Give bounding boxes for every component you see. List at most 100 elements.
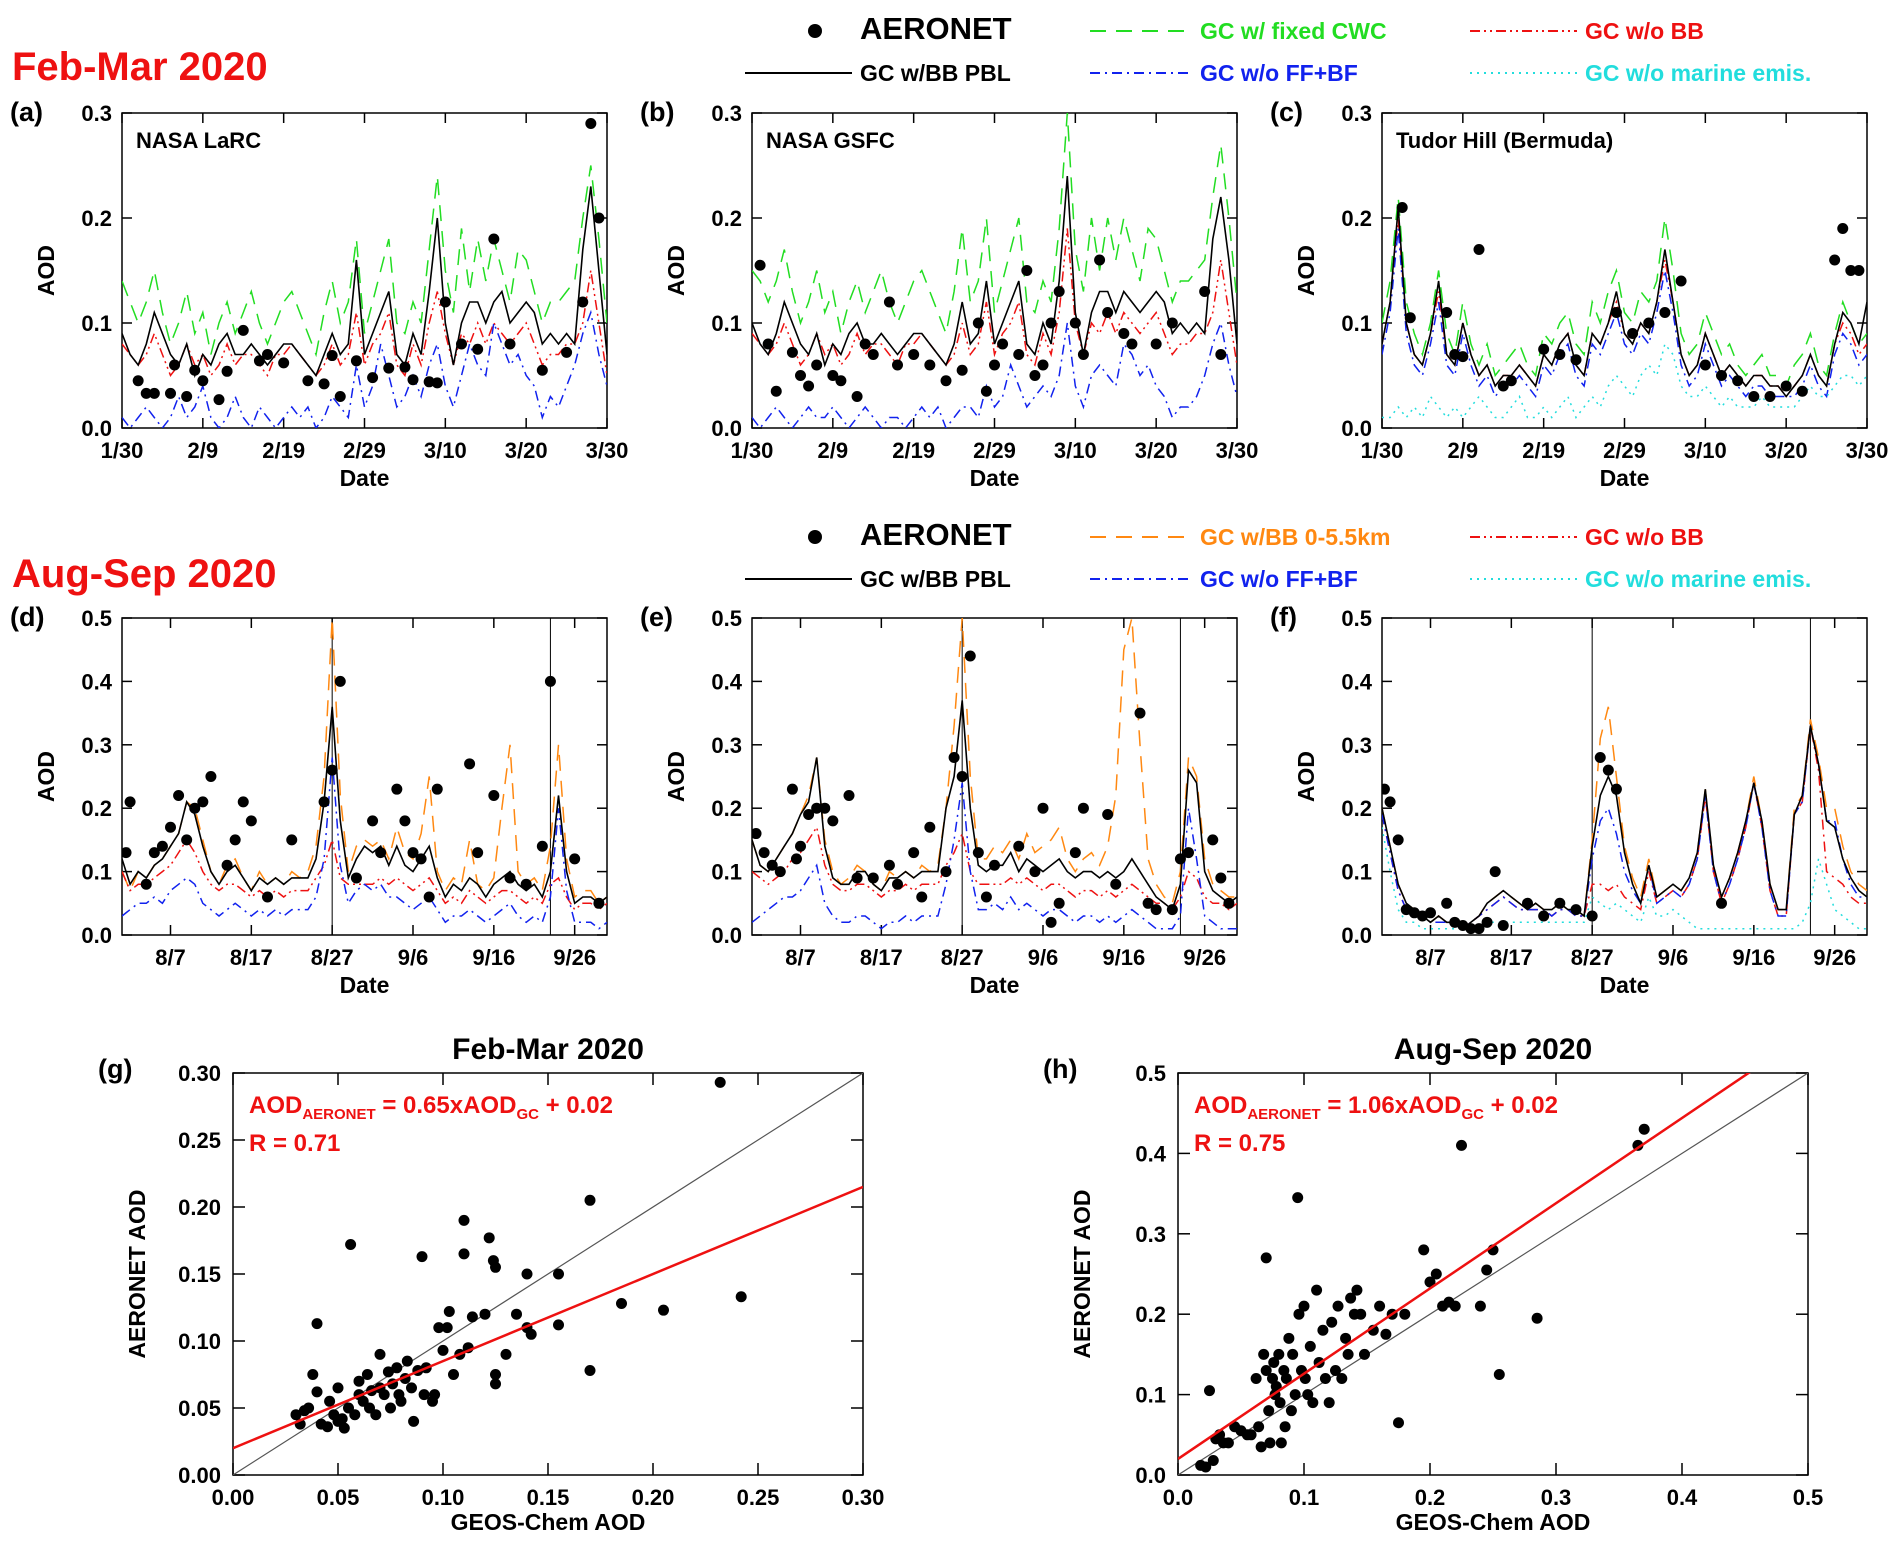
y-axis-label: AOD <box>1293 245 1319 296</box>
aeronet-point <box>407 847 419 859</box>
legend-item-aeronet: AERONET <box>808 11 1012 46</box>
aeronet-point <box>867 872 879 884</box>
scatter-point <box>1264 1437 1276 1449</box>
x-tick-label: 8/17 <box>1490 945 1533 970</box>
x-tick-label: 2/9 <box>188 438 219 463</box>
scatter-point <box>1268 1356 1280 1368</box>
x-tick-label: 0.20 <box>632 1485 675 1510</box>
scatter-point <box>1307 1397 1319 1409</box>
aeronet-point <box>786 346 798 358</box>
legend-bottom: AERONET GC w/BB 0-5.5km GC w/o BB GC w/BB P… <box>745 517 1811 592</box>
scatter-point <box>322 1421 333 1433</box>
y-tick-label: 0.3 <box>711 733 742 758</box>
series-line-gc-w-bb-pbl <box>1382 725 1867 930</box>
aeronet-point <box>334 391 346 402</box>
aeronet-point <box>1053 897 1065 909</box>
aeronet-point <box>956 364 968 376</box>
fit-text-part: + 0.02 <box>539 1092 613 1119</box>
aeronet-point <box>752 828 762 840</box>
panel-g: 0.00 0.05 0.10 0.15 0.20 0.25 0.30 0.00 0.05 0.10… <box>98 1033 884 1535</box>
panel-b: 0.0 0.1 0.2 0.3 1/30 2/9 2/19 2/29 3/10 3/20 3/30 D… <box>640 97 1258 491</box>
aeronet-point <box>488 790 500 802</box>
x-tick-label: 0.2 <box>1415 1485 1446 1510</box>
scatter-point <box>490 1369 501 1380</box>
aeronet-point <box>375 847 387 859</box>
aeronet-point <box>1110 878 1122 890</box>
aeronet-point <box>1029 370 1041 381</box>
x-tick-label: 8/27 <box>1571 945 1614 970</box>
aeronet-point <box>278 357 290 369</box>
aeronet-point <box>1013 840 1025 852</box>
x-tick-label: 9/16 <box>1732 945 1775 970</box>
plot-frame <box>751 112 1238 429</box>
scatter-point <box>1245 1429 1257 1441</box>
aeronet-point <box>1392 834 1404 846</box>
series-line-gc-w-o-marine-emis <box>1382 827 1867 930</box>
scatter-point <box>338 1422 350 1434</box>
scatter-point <box>349 1409 361 1421</box>
scatter-marks <box>233 1073 863 1475</box>
panel-tag: (h) <box>1043 1054 1077 1084</box>
fit-subscript: AERONET <box>1247 1106 1320 1123</box>
scatter-point <box>1380 1328 1392 1340</box>
legend-item-gc-w-fixed-cwc: GC w/ fixed CWC <box>1090 18 1387 44</box>
scatter-point <box>735 1291 747 1303</box>
aeronet-point <box>843 790 855 802</box>
aeronet-point <box>774 866 786 878</box>
y-axis-label: AOD <box>663 751 689 802</box>
station-label: Tudor Hill (Bermuda) <box>1396 128 1613 153</box>
aeronet-point <box>1481 916 1493 928</box>
aeronet-point <box>148 387 160 399</box>
scatter-point <box>1399 1308 1411 1320</box>
x-tick-label: 8/17 <box>860 945 903 970</box>
aeronet-point <box>1037 359 1049 371</box>
x-tick-label: 9/26 <box>553 945 596 970</box>
aeronet-point <box>1013 349 1025 360</box>
aeronet-point <box>948 751 960 763</box>
aeronet-point <box>536 364 548 376</box>
aeronet-point <box>245 815 257 827</box>
aeronet-point <box>165 387 176 399</box>
fit-subscript: GC <box>516 1106 539 1123</box>
x-axis-label: Date <box>1600 465 1650 491</box>
scatter-point <box>1358 1348 1370 1360</box>
aeronet-point <box>916 891 928 903</box>
scatter-point <box>1222 1437 1234 1449</box>
aeronet-point <box>940 375 952 387</box>
y-tick-label: 0.4 <box>81 669 112 694</box>
plot-frame <box>121 112 608 429</box>
legend-label: GC w/BB PBL <box>860 60 1011 86</box>
scatter-point <box>1326 1316 1338 1328</box>
x-tick-label: 2/29 <box>1603 438 1646 463</box>
scatter-point <box>479 1308 491 1320</box>
x-axis-label: GEOS-Chem AOD <box>1396 1509 1591 1535</box>
series-line-gc-w-bb-pbl <box>1382 207 1867 398</box>
aeronet-point <box>415 853 427 865</box>
y-tick-label: 0.2 <box>81 796 112 821</box>
panel-d: 0.0 0.1 0.2 0.3 0.4 0.5 8/7 8/17 8/27 9/6 9/16 9/26… <box>10 602 608 998</box>
aeronet-point <box>326 350 338 362</box>
aeronet-point <box>1094 254 1106 266</box>
aeronet-point <box>189 802 201 814</box>
scatter-point <box>1304 1340 1316 1352</box>
aeronet-point <box>1829 254 1841 266</box>
scatter-point <box>1323 1397 1335 1409</box>
regression-line <box>1178 1073 1751 1460</box>
aeronet-point <box>124 796 136 808</box>
aeronet-point <box>488 233 500 245</box>
scatter-point <box>1393 1417 1404 1429</box>
panel-f: 0.0 0.1 0.2 0.3 0.4 0.5 8/7 8/17 8/27 9/6 9/16 9/26… <box>1270 602 1868 998</box>
legend-item-gc-w-o-bb: GC w/o BB <box>1470 18 1704 44</box>
y-tick-label: 0.2 <box>81 206 112 231</box>
legend-marker-dot <box>808 24 822 38</box>
aeronet-point <box>1554 349 1566 360</box>
aeronet-point <box>197 375 209 387</box>
aeronet-point <box>1748 391 1760 402</box>
series-line-gc-w-o-ff-bf <box>1382 228 1867 399</box>
y-tick-label: 0.4 <box>711 669 742 694</box>
scatter-point <box>1342 1348 1354 1360</box>
y-tick-label: 0.3 <box>81 101 112 126</box>
legend-item-gc-w-o-marine-emis: GC w/o marine emis. <box>1470 566 1811 592</box>
panel-h: 0.0 0.1 0.2 0.3 0.4 0.5 0.0 0.1 0.2 0.3 0.4 0.5 Aug-… <box>1043 1033 1823 1535</box>
series-line-gc-w-fixed-cwc <box>122 165 607 358</box>
